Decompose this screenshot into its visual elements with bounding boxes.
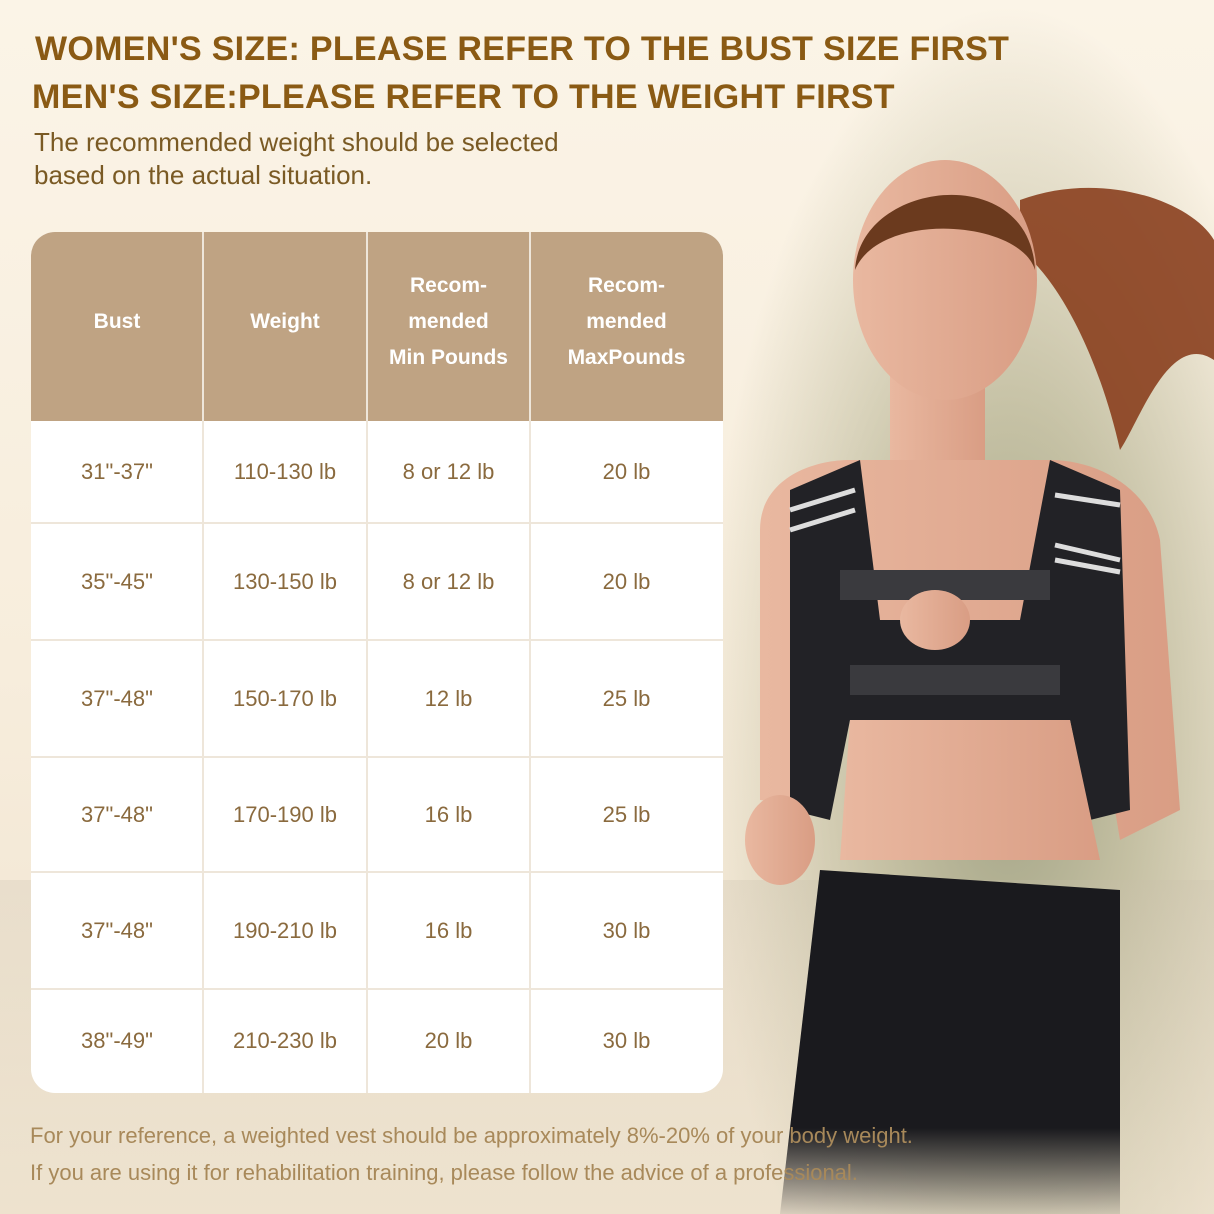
header-cell: Recom-mended Min Pounds bbox=[367, 232, 530, 412]
subtitle-line1: The recommended weight should be selecte… bbox=[34, 127, 559, 157]
table-cell: 12 lb bbox=[424, 685, 473, 711]
table-cell: 25 lb bbox=[602, 801, 651, 827]
table-cell: 16 lb bbox=[424, 917, 473, 943]
size-table: Bust Weight Recom-mended Min Pounds Recom-me… bbox=[31, 232, 723, 1093]
table-cell: 210-230 lb bbox=[233, 1028, 337, 1053]
header-text: MaxPounds bbox=[567, 346, 686, 369]
table-cell: 170-190 lb bbox=[233, 801, 337, 827]
table-cell: 37"-48" bbox=[81, 917, 153, 943]
woman-running-photo bbox=[745, 160, 1214, 1214]
row-divider bbox=[31, 522, 723, 524]
table-cell: 20 lb bbox=[602, 568, 651, 594]
header-cell: Bust bbox=[31, 232, 203, 412]
header-text: Bust bbox=[93, 310, 141, 333]
table-cell: 8 or 12 lb bbox=[402, 568, 495, 594]
header-text: Recom- bbox=[409, 274, 488, 297]
subtitle: The recommended weight should be selecte… bbox=[34, 126, 559, 192]
table-cell: 20 lb bbox=[424, 1028, 473, 1053]
table-cell: 37"-48" bbox=[81, 685, 153, 711]
table-cell: 38"-49" bbox=[81, 1028, 153, 1053]
table-cell: 20 lb bbox=[602, 459, 651, 484]
subtitle-line2: based on the actual situation. bbox=[34, 160, 373, 190]
header-text: Min Pounds bbox=[389, 346, 508, 369]
row-divider bbox=[31, 988, 723, 990]
column-divider bbox=[529, 232, 531, 1093]
header-text: mended bbox=[586, 310, 667, 333]
heading-men: MEN'S SIZE:PLEASE REFER TO THE WEIGHT FI… bbox=[32, 78, 895, 116]
row-divider bbox=[31, 756, 723, 758]
footer-note-2: If you are using it for rehabilitation t… bbox=[30, 1160, 858, 1185]
table-cell: 31"-37" bbox=[81, 459, 153, 484]
table-header bbox=[31, 232, 723, 421]
header-cell: Recom-mended MaxPounds bbox=[530, 232, 723, 412]
table-cell: 150-170 lb bbox=[233, 685, 337, 711]
table-cell: 35"-45" bbox=[81, 568, 153, 594]
table-cell: 30 lb bbox=[602, 917, 651, 943]
header-cell: Weight bbox=[203, 232, 367, 412]
table-cell: 110-130 lb bbox=[233, 459, 337, 484]
table-cell: 130-150 lb bbox=[233, 568, 337, 594]
footer-note-1: For your reference, a weighted vest shou… bbox=[30, 1123, 913, 1148]
table-cell: 190-210 lb bbox=[233, 917, 337, 943]
header-text: Weight bbox=[250, 310, 320, 333]
row-divider bbox=[31, 871, 723, 873]
header-text: Recom- bbox=[587, 274, 665, 297]
table-cell: 8 or 12 lb bbox=[402, 459, 495, 484]
table-cell: 25 lb bbox=[602, 685, 651, 711]
column-divider bbox=[366, 232, 368, 1093]
header-text: mended bbox=[408, 310, 489, 333]
heading-women: WOMEN'S SIZE: PLEASE REFER TO THE BUST S… bbox=[35, 30, 1010, 68]
row-divider bbox=[31, 639, 723, 641]
table-cell: 30 lb bbox=[602, 1028, 651, 1053]
table-cell: 16 lb bbox=[424, 801, 473, 827]
table-cell: 37"-48" bbox=[81, 801, 153, 827]
column-divider bbox=[202, 232, 204, 1093]
